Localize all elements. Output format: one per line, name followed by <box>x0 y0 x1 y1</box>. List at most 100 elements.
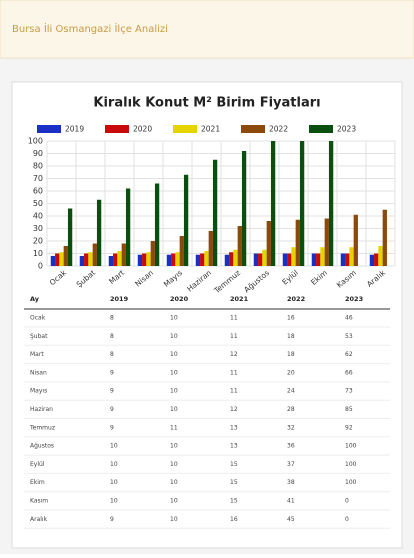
table-cell: 13 <box>230 443 238 450</box>
legend-label: 2022 <box>269 125 288 134</box>
table-cell: Haziran <box>30 406 53 413</box>
table-cell: 46 <box>345 315 353 322</box>
table-cell: Nisan <box>30 369 47 376</box>
table-cell: 10 <box>170 351 178 358</box>
bar <box>291 247 296 266</box>
card <box>11 81 403 549</box>
table-cell: Ocak <box>30 315 46 322</box>
bar <box>96 199 102 266</box>
table-cell: 100 <box>345 479 357 486</box>
bar <box>200 253 205 266</box>
legend-swatch <box>309 125 333 133</box>
bar <box>287 253 292 266</box>
bar <box>84 253 89 266</box>
table-cell: 10 <box>170 516 178 523</box>
table-cell: 24 <box>287 388 295 395</box>
table-cell: Ekim <box>30 479 45 486</box>
table-cell: 10 <box>170 388 178 395</box>
table-cell: 10 <box>170 461 178 468</box>
legend-label: 2021 <box>201 125 220 134</box>
y-tick-label: 10 <box>33 249 43 258</box>
table-cell: 9 <box>110 424 114 431</box>
header-bar <box>0 0 414 59</box>
bar <box>67 208 73 266</box>
table-cell: 15 <box>230 498 238 505</box>
bar <box>311 253 317 266</box>
bar <box>175 252 180 266</box>
table-cell: 8 <box>110 333 114 340</box>
bar <box>382 209 387 266</box>
bar <box>378 246 383 266</box>
bar <box>117 251 122 266</box>
bar <box>88 252 93 266</box>
legend-swatch <box>105 125 129 133</box>
legend-swatch <box>37 125 61 133</box>
table-header: 2023 <box>345 295 363 303</box>
table-cell: 10 <box>110 443 118 450</box>
table-cell: 85 <box>345 406 353 413</box>
bar <box>282 253 288 266</box>
table-cell: Eylül <box>30 461 45 468</box>
table-cell: 10 <box>170 315 178 322</box>
table-cell: 8 <box>110 351 114 358</box>
bar <box>229 252 234 266</box>
bar <box>146 252 151 266</box>
bar <box>59 252 64 266</box>
table-cell: 10 <box>170 498 178 505</box>
bar <box>266 221 271 266</box>
legend-label: 2019 <box>65 125 84 134</box>
bar <box>63 246 68 266</box>
header-title: Bursa İli Osmangazi İlçe Analizi <box>12 22 168 35</box>
table-cell: Mart <box>30 351 44 358</box>
y-tick-label: 0 <box>38 262 43 271</box>
bar <box>183 174 189 266</box>
bar <box>237 226 242 266</box>
legend-swatch <box>173 125 197 133</box>
bar <box>108 256 114 266</box>
bar <box>295 219 300 266</box>
table-cell: 11 <box>230 388 238 395</box>
table-cell: 38 <box>287 479 295 486</box>
bar <box>324 218 329 266</box>
table-cell: 37 <box>287 461 295 468</box>
bar <box>299 141 305 266</box>
bar <box>208 231 213 266</box>
table-cell: 10 <box>170 443 178 450</box>
bar <box>113 253 118 266</box>
table-cell: 12 <box>230 351 238 358</box>
table-cell: 13 <box>230 424 238 431</box>
bar <box>320 247 325 266</box>
table-cell: 15 <box>230 479 238 486</box>
table-cell: Kasım <box>30 498 48 505</box>
table-cell: 92 <box>345 424 353 431</box>
bar <box>195 254 201 266</box>
table-cell: 0 <box>345 516 349 523</box>
table-cell: 10 <box>170 369 178 376</box>
bar <box>125 188 131 266</box>
y-tick-label: 60 <box>33 187 43 196</box>
table-cell: Mayıs <box>30 388 47 395</box>
bar <box>92 243 97 266</box>
y-tick-label: 100 <box>28 137 43 146</box>
y-tick-label: 30 <box>33 224 43 233</box>
table-cell: 73 <box>345 388 353 395</box>
table-cell: 45 <box>287 516 295 523</box>
bar <box>316 253 321 266</box>
table-cell: 36 <box>287 443 295 450</box>
table-cell: 10 <box>110 461 118 468</box>
table-cell: 100 <box>345 443 357 450</box>
table-cell: 15 <box>230 461 238 468</box>
table-cell: 16 <box>287 315 295 322</box>
bar <box>233 249 238 266</box>
bar <box>374 253 379 266</box>
bar <box>137 254 143 266</box>
bar <box>171 253 176 266</box>
table-cell: 10 <box>170 333 178 340</box>
table-cell: 10 <box>170 406 178 413</box>
table-cell: 53 <box>345 333 353 340</box>
bar <box>270 141 276 266</box>
y-tick-label: 70 <box>33 174 43 183</box>
table-cell: Ağustos <box>30 443 54 450</box>
bar <box>258 253 263 266</box>
